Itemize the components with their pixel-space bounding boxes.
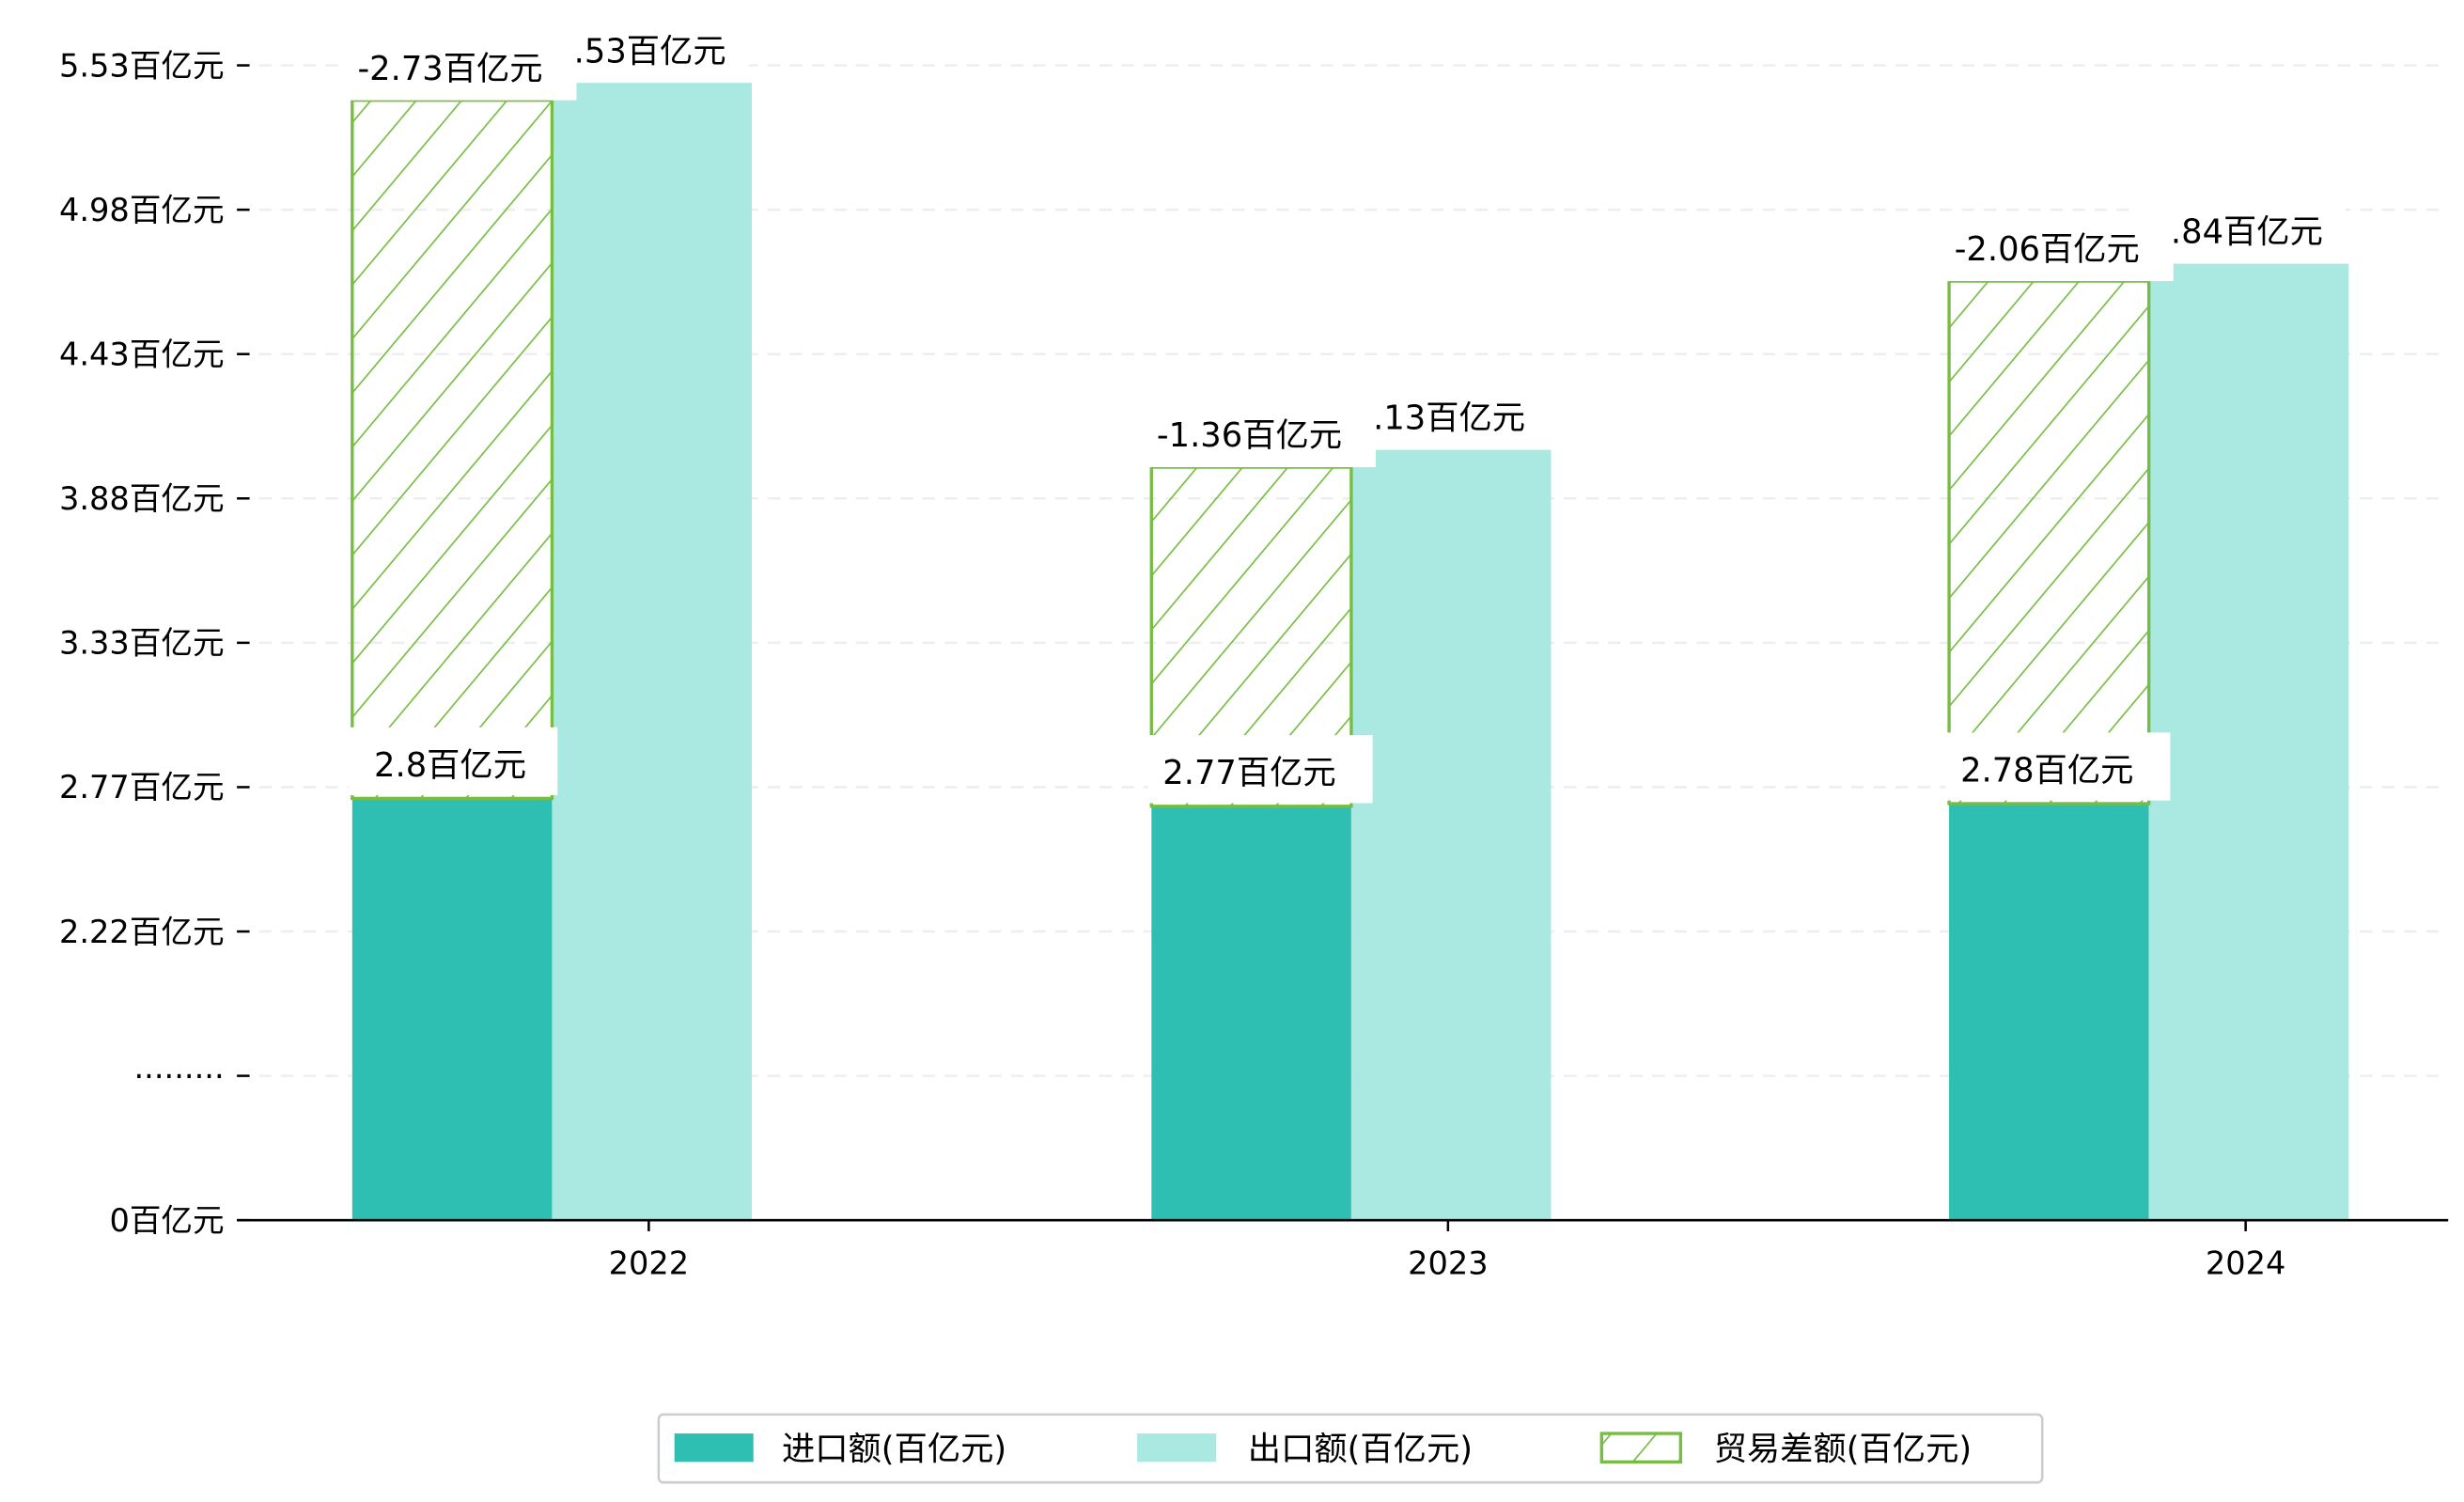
trade-balance-value-label: -2.06百亿元 bbox=[1955, 230, 2140, 269]
label-bg bbox=[349, 727, 558, 796]
legend: 进口额(百亿元) 出口额(百亿元) 贸易差额(百亿元) bbox=[657, 1413, 2044, 1484]
legend-swatch-export bbox=[1137, 1433, 1217, 1463]
x-tick-label: 2022 bbox=[609, 1244, 690, 1281]
bars: 2.8百亿元 .53百亿元 -2.73百亿元 2.77百亿元 .13百亿元 -1.36百亿… bbox=[339, 19, 2349, 1221]
export-value-label: .53百亿元 bbox=[574, 32, 726, 70]
import-value-label: 2.78百亿元 bbox=[1960, 751, 2133, 790]
export-value-label: .13百亿元 bbox=[1373, 399, 1525, 438]
y-tick-label: 2.22百亿元 bbox=[59, 914, 225, 950]
trade-balance-bar bbox=[1947, 279, 2151, 806]
y-axis: 5.53百亿元 4.98百亿元 4.43百亿元 3.88百亿元 3.33百亿元 2.77百… bbox=[59, 47, 250, 1239]
x-tick-label: 2024 bbox=[2206, 1244, 2286, 1281]
y-tick-label: 4.98百亿元 bbox=[59, 192, 225, 228]
y-tick-label: 4.43百亿元 bbox=[59, 336, 225, 372]
import-value-label: 2.77百亿元 bbox=[1162, 754, 1335, 792]
label-bg bbox=[339, 37, 577, 101]
x-axis: 2022 2023 2024 bbox=[609, 1220, 2286, 1281]
trade-balance-value-label: -1.36百亿元 bbox=[1157, 416, 1342, 455]
label-bg bbox=[1945, 732, 2171, 801]
y-tick-label: 3.88百亿元 bbox=[59, 480, 225, 517]
trade-balance-bar bbox=[351, 98, 554, 801]
import-bar bbox=[351, 798, 553, 1221]
import-bar bbox=[1151, 806, 1351, 1221]
legend-swatch-import bbox=[674, 1433, 754, 1463]
legend-label-import: 进口额(百亿元) bbox=[782, 1431, 1006, 1469]
import-bar bbox=[1949, 803, 2149, 1221]
label-bg bbox=[1138, 403, 1376, 468]
legend-label-export: 出口额(百亿元) bbox=[1248, 1431, 1473, 1469]
trade-balance-value-label: -2.73百亿元 bbox=[357, 50, 542, 88]
export-bar bbox=[1350, 449, 1552, 1221]
export-bar bbox=[552, 83, 753, 1221]
export-bar bbox=[2148, 263, 2349, 1221]
y-tick-label: ········· bbox=[134, 1057, 225, 1094]
y-tick-label: 3.33百亿元 bbox=[59, 625, 225, 662]
legend-label-balance: 贸易差额(百亿元) bbox=[1714, 1431, 1973, 1469]
y-tick-label: 5.53百亿元 bbox=[59, 47, 225, 84]
y-tick-label: 2.77百亿元 bbox=[59, 769, 225, 806]
legend-swatch-balance bbox=[1599, 1432, 1683, 1464]
label-bg bbox=[1147, 735, 1373, 804]
import-value-label: 2.8百亿元 bbox=[374, 746, 526, 785]
export-value-label: .84百亿元 bbox=[2171, 213, 2323, 252]
x-tick-label: 2023 bbox=[1408, 1244, 1489, 1281]
y-tick-label: 0百亿元 bbox=[109, 1202, 224, 1239]
label-bg bbox=[1936, 217, 2174, 282]
